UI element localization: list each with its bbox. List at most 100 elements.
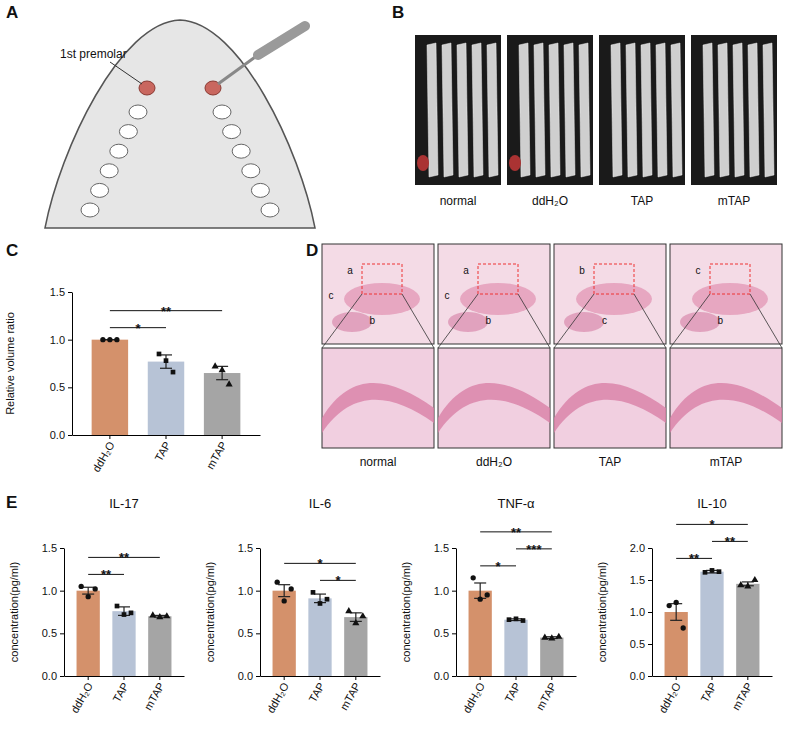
y-axis-line [72,293,73,436]
y-tick-mark [256,591,260,592]
tissue [332,312,372,332]
ct-structure [733,43,744,177]
y-tick-mark [256,676,260,677]
y-axis: 0.00.51.01.5 [50,286,73,441]
significance-label: ** [119,550,130,565]
tissue-band [670,383,782,433]
ct-structure [611,43,622,177]
y-tick-label: 1.5 [50,286,65,298]
significance-label: ** [725,534,736,549]
y-tick-mark [256,633,260,634]
ct-structure [564,43,575,177]
x-tick: mTAP [142,676,167,712]
y-tick-mark [256,548,260,549]
y-axis-title: concentration(pg/ml) [204,562,216,662]
x-tick: ddH₂O [90,435,117,474]
y-tick-label: 0.0 [630,670,645,682]
data-point [157,352,162,357]
error-bar-stem [284,585,285,597]
y-tick-mark [68,387,72,388]
y-tick-label: 0.0 [238,670,253,682]
marks [273,579,368,676]
ct-structure [656,43,667,177]
data-point [485,592,490,597]
y-tick: 1.0 [434,585,456,597]
plot-area: 0.00.51.01.5ddH₂OTAPmTAP****** [434,525,577,715]
chart-title: TNF-α [497,496,535,511]
error-bar-cap [278,584,290,585]
y-tick-label: 1.5 [238,542,253,554]
plot-area: 0.00.51.01.52.0ddH₂OTAPmTAP***** [630,517,773,715]
y-tick: 1.0 [238,585,260,597]
ct-structure [457,43,468,177]
error-bar-stem [88,587,89,594]
histology-image [670,244,782,344]
error-bar [82,587,94,594]
y-axis-title: concentration(pg/ml) [400,562,412,662]
data-point [703,570,708,575]
histology-zoom [322,348,434,448]
y-tick: 0.5 [434,627,456,639]
y-tick-label: 0.0 [50,429,65,441]
data-point [282,598,287,603]
y-tick-mark [648,612,652,613]
y-axis-title: concentration(pg/ml) [8,562,20,662]
ct-lesion [417,155,429,171]
ct-structure [626,43,637,177]
data-point [555,633,562,639]
data-point [717,569,722,574]
y-tick: 0.5 [42,627,64,639]
tissue-band [438,383,550,433]
x-tick-mark [320,676,321,680]
ct-structure [671,43,682,177]
bar [344,617,367,676]
error-bar-cap [82,587,94,588]
significance-label: ** [511,525,522,540]
y-tick: 1.0 [42,585,64,597]
instrument [258,26,305,55]
y-tick-label: 1.0 [42,585,57,597]
y-tick: 0.5 [238,627,260,639]
tissue [564,312,604,332]
panel-letter: B [392,3,404,22]
significance-label: * [135,321,141,336]
y-axis: 0.0 0.5 1.0 1.5 [238,542,261,682]
x-tick: TAP [152,435,173,463]
panel-letter: D [306,241,318,260]
y-tick: 0.5 [630,638,652,650]
y-tick-label: 1.0 [630,606,645,618]
y-axis-line [260,549,261,677]
leader-line [110,62,142,84]
ct-image [415,35,501,185]
x-tick-mark [159,676,160,680]
x-tick-mark [712,676,713,680]
data-point [737,581,744,587]
chart-title: IL-6 [309,496,331,511]
x-tick-label: ddH₂O [90,439,117,474]
data-point [219,366,226,372]
error-bar-cap [216,379,228,380]
plot-area: 0.00.51.01.5ddH₂OTAPmTAP**** [42,542,185,715]
marks [469,575,564,676]
annotations: **** [88,550,160,582]
x-tick-mark [88,676,89,680]
x-tick-label: TAP [306,680,327,704]
y-tick: 0.0 [630,670,652,682]
data-point [115,604,120,609]
x-tick: ddH₂O [264,676,291,715]
y-tick: 1.5 [50,286,72,298]
ct-structure [487,43,498,177]
data-point [478,597,483,602]
y-tick-label: 1.5 [42,542,57,554]
panel-a: 1st premolar [45,20,315,228]
data-point [86,594,91,599]
significance-label: * [496,559,502,574]
bar [112,611,135,676]
y-tick-mark [648,644,652,645]
y-tick: 0.0 [434,670,456,682]
zoom-box [594,264,634,294]
data-point [548,634,555,640]
zoom-box [710,264,750,294]
ct-structure [549,43,560,177]
histology-image [438,244,550,344]
